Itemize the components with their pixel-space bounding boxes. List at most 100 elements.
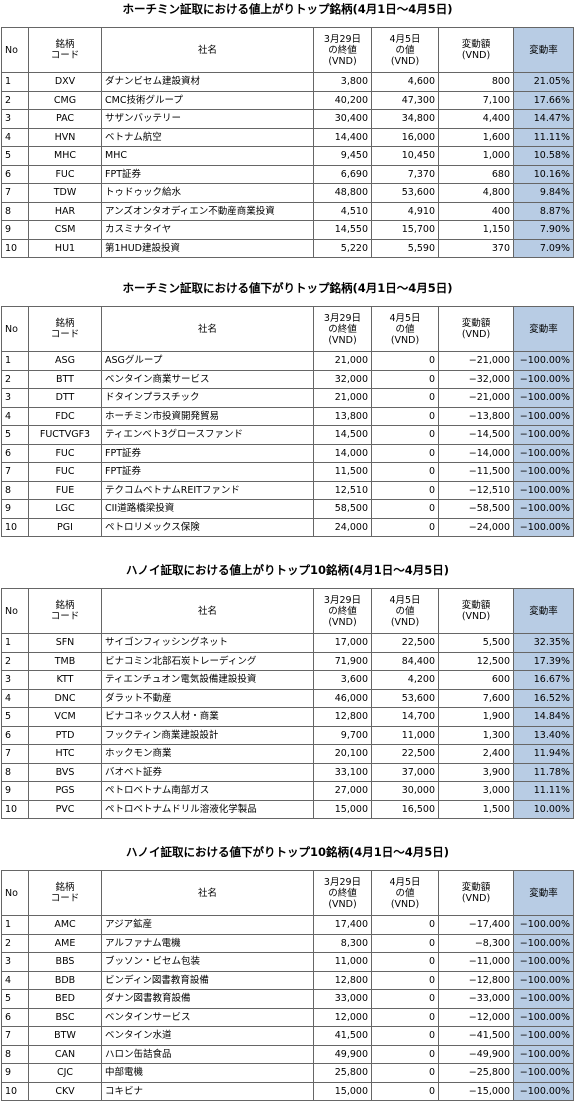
column-header: 変動率 xyxy=(513,306,574,352)
table-cell: アルファナム電機 xyxy=(101,933,314,953)
table-cell: 20,100 xyxy=(313,744,372,764)
table-cell: 3 xyxy=(1,388,29,408)
table-cell: ビンディン図書教育設備 xyxy=(101,970,314,990)
table-cell: 11.94% xyxy=(513,744,574,764)
table-cell: テクコムベトナムREITファンド xyxy=(101,480,314,500)
table-cell: SFN xyxy=(28,633,102,653)
table-row: 5 VCM ビナコネックス人材・商業 12,800 14,700 1,900 14.84% xyxy=(1,707,574,727)
table-cell: 7 xyxy=(1,744,29,764)
table-cell: −13,800 xyxy=(438,406,514,426)
table-cell: 8 xyxy=(1,480,29,500)
table-cell: −100.00% xyxy=(513,933,574,953)
table-cell: 6 xyxy=(1,164,29,184)
table-cell: DXV xyxy=(28,72,102,92)
table-cell: 17.39% xyxy=(513,651,574,671)
table-cell: 16,500 xyxy=(371,799,439,819)
table-cell: FUC xyxy=(28,462,102,482)
table-cell: 34,800 xyxy=(371,109,439,129)
table-cell: −100.00% xyxy=(513,351,574,371)
table-cell: 9 xyxy=(1,781,29,801)
table-cell: 0 xyxy=(371,989,439,1009)
table-cell: 53,600 xyxy=(371,688,439,708)
table-cell: 2 xyxy=(1,90,29,110)
table-cell: 14,700 xyxy=(371,707,439,727)
table-cell: 9,450 xyxy=(313,146,372,166)
table-cell: 6 xyxy=(1,725,29,745)
table-row: 1 SFN サイゴンフィッシングネット 17,000 22,500 5,500 32.35% xyxy=(1,633,574,653)
section-title: ハノイ証取における値上がりトップ10銘柄(4月1日〜4月5日) xyxy=(125,563,450,577)
table-row: 10 HU1 第1HUD建設投資 5,220 5,590 370 7.09% xyxy=(1,238,574,258)
column-header: 銘柄 コード xyxy=(28,870,102,916)
table-cell: 27,000 xyxy=(313,781,372,801)
table-cell: −12,510 xyxy=(438,480,514,500)
table-cell: 84,400 xyxy=(371,651,439,671)
table-cell: FPT証券 xyxy=(101,164,314,184)
table-cell: 600 xyxy=(438,670,514,690)
table-cell: ダナン図書教育設備 xyxy=(101,989,314,1009)
table-cell: −17,400 xyxy=(438,915,514,935)
table-cell: −32,000 xyxy=(438,369,514,389)
table-cell: 11.11% xyxy=(513,127,574,147)
table-cell: 6 xyxy=(1,1007,29,1027)
header-row: No 銘柄 コード 社名 3月29日 の終値 (VND) 4月5日 の値 (VND) 変動… xyxy=(1,870,574,916)
table-cell: −100.00% xyxy=(513,480,574,500)
table-cell: 22,500 xyxy=(371,633,439,653)
table-row: 3 KTT ティエンチュオン電気設備建設投資 3,600 4,200 600 16.67% xyxy=(1,670,574,690)
table-cell: −100.00% xyxy=(513,425,574,445)
table-cell: 4,510 xyxy=(313,201,372,221)
table-cell: ベンタイン水道 xyxy=(101,1026,314,1046)
column-header: 銘柄 コード xyxy=(28,27,102,73)
table-cell: バオベト証券 xyxy=(101,762,314,782)
table-cell: 中部電機 xyxy=(101,1063,314,1083)
table-cell: 4,910 xyxy=(371,201,439,221)
table-cell: 30,400 xyxy=(313,109,372,129)
header-row: No 銘柄 コード 社名 3月29日 の終値 (VND) 4月5日 の値 (VND) 変動… xyxy=(1,27,574,73)
table-cell: 49,900 xyxy=(313,1044,372,1064)
table-cell: 7.90% xyxy=(513,220,574,240)
table-cell: DTT xyxy=(28,388,102,408)
table-cell: BTW xyxy=(28,1026,102,1046)
table-cell: VCM xyxy=(28,707,102,727)
table-cell: −100.00% xyxy=(513,915,574,935)
table-cell: 11.78% xyxy=(513,762,574,782)
table-cell: 5,220 xyxy=(313,238,372,258)
section-title: ホーチミン証取における値下がりトップ銘柄(4月1日〜4月5日) xyxy=(122,281,453,295)
table-cell: 3,600 xyxy=(313,670,372,690)
table-cell: 8,300 xyxy=(313,933,372,953)
table-cell: ビナコネックス人材・商業 xyxy=(101,707,314,727)
column-header: No xyxy=(1,588,29,634)
column-header: 4月5日 の値 (VND) xyxy=(371,27,439,73)
table-cell: 0 xyxy=(371,369,439,389)
table-cell: 0 xyxy=(371,1026,439,1046)
section: ハノイ証取における値上がりトップ10銘柄(4月1日〜4月5日) No 銘柄 コード社… xyxy=(0,561,575,819)
table-cell: −58,500 xyxy=(438,499,514,519)
stock-table: No 銘柄 コード 社名 3月29日 の終値 (VND) 4月5日 の値 (VND) 変動… xyxy=(1,588,574,819)
column-header: 変動率 xyxy=(513,27,574,73)
table-cell: −8,300 xyxy=(438,933,514,953)
table-row: 6 BSC ベンタインサービス 12,000 0 −12,000 −100.00% xyxy=(1,1007,574,1027)
column-header: 変動率 xyxy=(513,870,574,916)
table-cell: 6,690 xyxy=(313,164,372,184)
header-row: No 銘柄 コード 社名 3月29日 の終値 (VND) 4月5日 の値 (VND) 変動… xyxy=(1,588,574,634)
table-cell: 48,800 xyxy=(313,183,372,203)
table-cell: CMG xyxy=(28,90,102,110)
table-cell: FUC xyxy=(28,443,102,463)
table-cell: −100.00% xyxy=(513,1063,574,1083)
table-row: 7 HTC ホックモン商業 20,100 22,500 2,400 11.94% xyxy=(1,744,574,764)
table-cell: −25,800 xyxy=(438,1063,514,1083)
table-cell: 0 xyxy=(371,933,439,953)
table-cell: ペトロベトナムドリル溶液化学製品 xyxy=(101,799,314,819)
table-cell: 21,000 xyxy=(313,351,372,371)
table-cell: 0 xyxy=(371,970,439,990)
table-cell: DNC xyxy=(28,688,102,708)
table-cell: −100.00% xyxy=(513,517,574,537)
table-cell: BBS xyxy=(28,952,102,972)
table-cell: 4,400 xyxy=(438,109,514,129)
table-cell: 22,500 xyxy=(371,744,439,764)
table-cell: CKV xyxy=(28,1081,102,1101)
table-cell: −100.00% xyxy=(513,443,574,463)
table-row: 3 PAC サザンバッテリー 30,400 34,800 4,400 14.47% xyxy=(1,109,574,129)
table-cell: 33,000 xyxy=(313,989,372,1009)
stock-table: No 銘柄 コード 社名 3月29日 の終値 (VND) 4月5日 の値 (VND) 変動… xyxy=(1,306,574,537)
table-cell: 7 xyxy=(1,183,29,203)
